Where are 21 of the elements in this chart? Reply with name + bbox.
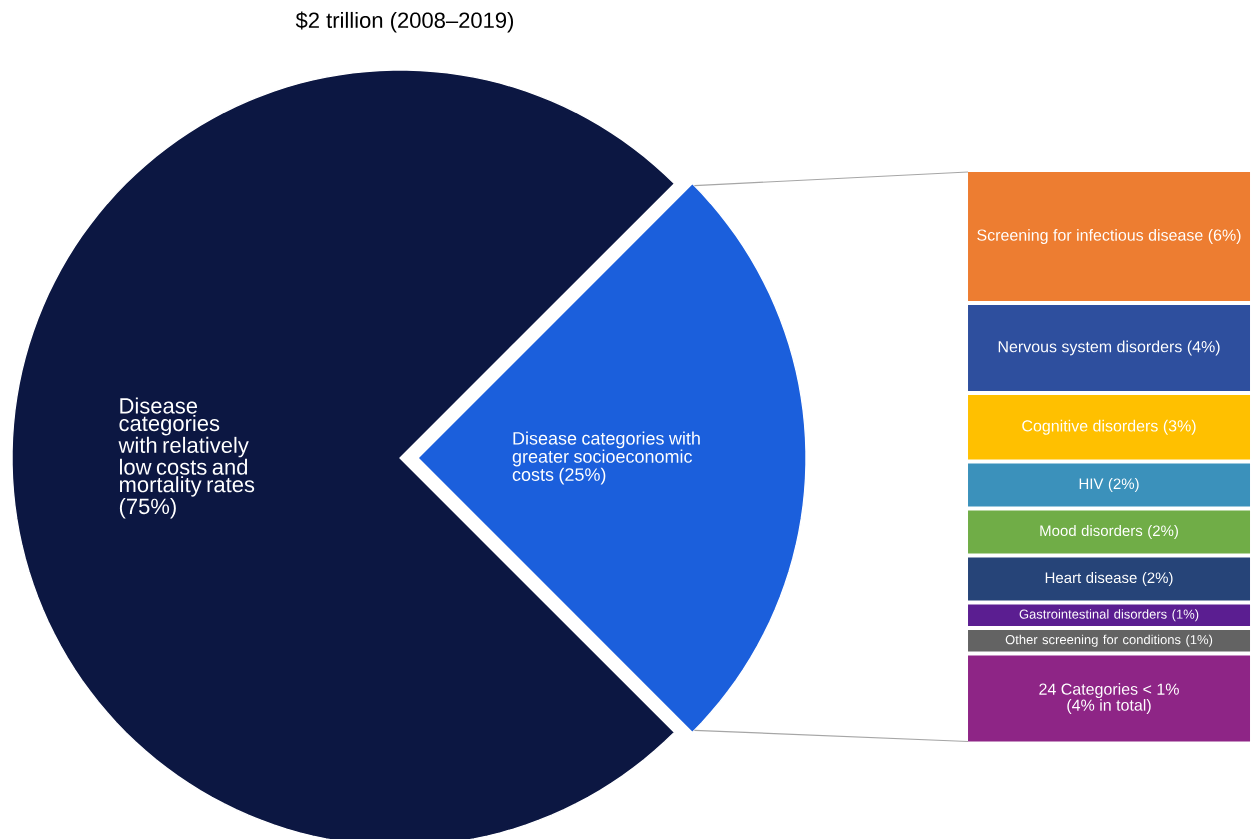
data-label: (2%)	[1148, 525, 1178, 539]
category-label: Nervous system disorders	[998, 340, 1182, 356]
data-label: (2%)	[1108, 478, 1139, 492]
slice-label: Disease categories with relatively low costs and mortality rates (75%)	[118, 397, 255, 519]
data-label: (1%)	[1186, 634, 1213, 647]
chart-title: $2 trillion (2008–2019)	[295, 11, 514, 33]
data-label: (6%)	[1208, 229, 1241, 244]
category-label: HIV	[1079, 478, 1104, 489]
category-label: Other screening for conditions	[1005, 634, 1181, 647]
category-label: Heart disease	[1045, 572, 1137, 584]
category-label: Gastrointestinal disorders	[1019, 609, 1167, 619]
category-label: 24 Categories < 1%	[1039, 683, 1179, 698]
category-label: Cognitive disorders	[1022, 419, 1158, 435]
data-label: (2%)	[1142, 572, 1173, 586]
data-label: (4%)	[1187, 340, 1220, 356]
slice-label: Disease categories with greater socioeconomic costs (25%)	[512, 431, 700, 485]
data-label: (1%)	[1172, 609, 1199, 622]
data-label: (4% in total)	[1067, 699, 1151, 714]
data-label: (3%)	[1163, 419, 1196, 435]
category-label: Mood disorders	[1040, 525, 1143, 537]
category-label: Screening for infectious disease	[977, 229, 1203, 244]
